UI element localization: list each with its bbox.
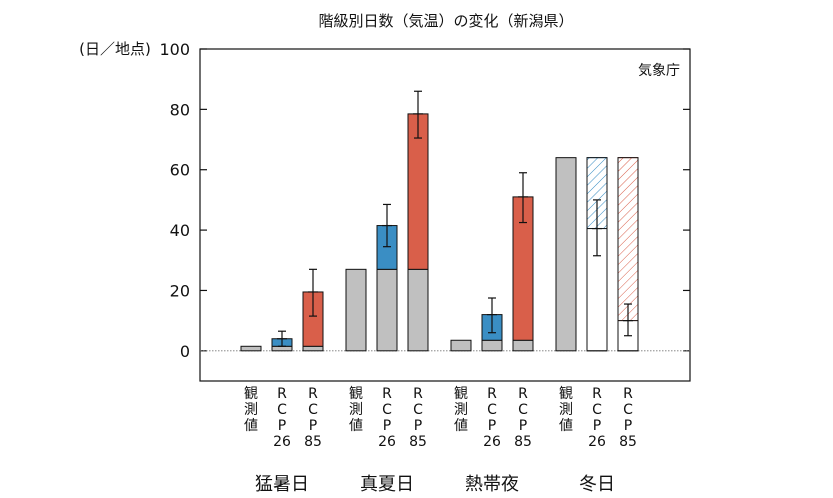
x-tick-label: C (382, 402, 392, 418)
x-tick-label: C (413, 402, 423, 418)
credit-label: 気象庁 (638, 63, 680, 79)
x-tick-label: 観 (244, 385, 258, 402)
x-tick-label: R (277, 386, 287, 402)
observed-bar (240, 345, 262, 352)
x-tick-label: 測 (244, 402, 258, 418)
x-tick-label: P (488, 418, 496, 434)
baseline-segment (481, 339, 503, 352)
x-tick-label: C (518, 402, 528, 418)
x-tick-label: P (383, 418, 391, 434)
chart-title: 階級別日数（気温）の変化（新潟県） (318, 12, 573, 30)
observed-bar (345, 268, 367, 352)
x-tick-label: 26 (588, 434, 606, 450)
baseline-segment (512, 339, 534, 352)
observed-bar (450, 339, 472, 352)
plot-frame (199, 48, 691, 382)
y-tick-label: 60 (170, 161, 190, 180)
x-tick-label: 測 (454, 402, 468, 418)
x-tick-label: C (487, 402, 497, 418)
x-tick-label: 85 (619, 434, 637, 450)
y-tick-label: 80 (170, 100, 190, 119)
x-tick-label: 26 (273, 434, 291, 450)
x-tick-label: 値 (244, 418, 258, 434)
x-tick-label: R (518, 386, 528, 402)
x-tick-label: P (593, 418, 601, 434)
x-tick-label: 値 (349, 418, 363, 434)
x-tick-label: P (309, 418, 317, 434)
x-tick-label: R (487, 386, 497, 402)
x-tick-label: 値 (559, 418, 573, 434)
x-tick-label: C (592, 402, 602, 418)
y-axis: 0 20 40 60 80 100 (159, 40, 690, 361)
x-tick-label: 85 (304, 434, 322, 450)
y-tick-label: 0 (180, 342, 190, 361)
projected-decrease-segment (617, 157, 639, 322)
x-tick-label: 26 (483, 434, 501, 450)
x-axis-labels: 観測値RCP26RCP85猛暑日観測値RCP26RCP85真夏日観測値RCP26… (244, 385, 637, 495)
x-tick-label: 観 (454, 385, 468, 402)
x-tick-label: R (413, 386, 423, 402)
group-label: 真夏日 (360, 474, 414, 495)
x-tick-label: P (278, 418, 286, 434)
x-tick-label: P (624, 418, 632, 434)
observed-bar (555, 157, 577, 352)
group-label: 冬日 (579, 474, 615, 495)
x-tick-label: 値 (454, 418, 468, 434)
x-tick-label: C (623, 402, 633, 418)
baseline-segment (302, 345, 324, 352)
y-tick-label: 40 (170, 221, 190, 240)
x-tick-label: P (414, 418, 422, 434)
x-tick-label: 測 (559, 402, 573, 418)
x-tick-label: 測 (349, 402, 363, 418)
x-tick-label: C (277, 402, 287, 418)
x-tick-label: 観 (349, 385, 363, 402)
baseline-segment (407, 268, 429, 352)
baseline-segment (376, 268, 398, 352)
baseline-outline (586, 157, 608, 352)
x-tick-label: 85 (514, 434, 532, 450)
group-label: 熱帯夜 (465, 474, 519, 495)
bar-series (240, 90, 639, 352)
x-tick-label: P (519, 418, 527, 434)
x-tick-label: R (382, 386, 392, 402)
x-tick-label: R (623, 386, 633, 402)
group-label: 猛暑日 (255, 474, 309, 495)
y-tick-label: 100 (159, 40, 190, 59)
x-tick-label: C (308, 402, 318, 418)
y-axis-label: (日／地点) (79, 40, 151, 58)
x-tick-label: 26 (378, 434, 396, 450)
x-tick-label: R (592, 386, 602, 402)
x-tick-label: 観 (559, 385, 573, 402)
baseline-segment (271, 345, 293, 352)
x-tick-label: 85 (409, 434, 427, 450)
x-tick-label: R (308, 386, 318, 402)
baseline-outline (617, 157, 639, 352)
y-tick-label: 20 (170, 281, 190, 300)
